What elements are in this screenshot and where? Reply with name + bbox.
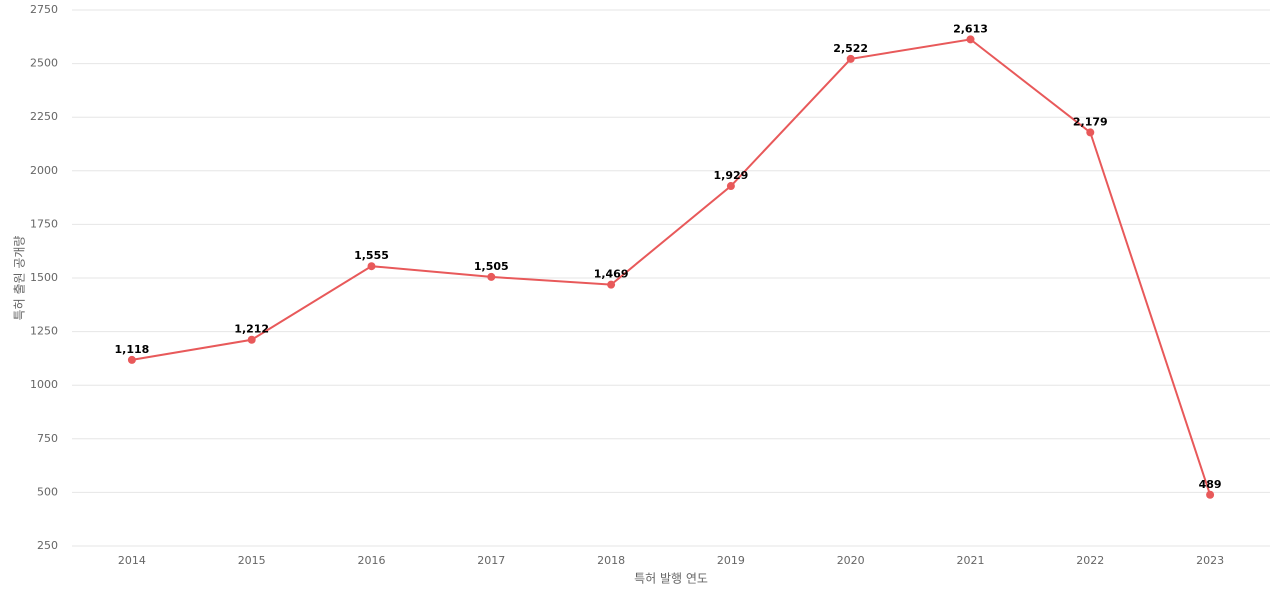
- x-tick-label: 2014: [118, 554, 146, 567]
- data-point: [487, 272, 496, 281]
- data-point: [367, 262, 376, 271]
- x-tick-label: 2017: [477, 554, 505, 567]
- data-point: [127, 355, 136, 364]
- y-tick-label: 1250: [30, 325, 58, 338]
- y-tick-label: 2750: [30, 3, 58, 16]
- x-tick-label: 2018: [597, 554, 625, 567]
- data-label: 2,522: [833, 42, 868, 55]
- x-tick-label: 2019: [717, 554, 745, 567]
- x-tick-label: 2023: [1196, 554, 1224, 567]
- y-axis-label: 특허 출원 공개량: [13, 236, 27, 321]
- data-label: 2,613: [953, 22, 988, 35]
- y-tick-label: 1500: [30, 271, 58, 284]
- y-tick-label: 1750: [30, 217, 58, 230]
- data-point: [1086, 128, 1095, 137]
- y-tick-label: 500: [37, 485, 58, 498]
- y-tick-label: 2000: [30, 164, 58, 177]
- data-line: [131, 38, 1212, 496]
- x-tick-label: 2016: [358, 554, 386, 567]
- data-label: 1,505: [474, 260, 509, 273]
- y-tick-label: 750: [37, 432, 58, 445]
- y-tick-label: 250: [37, 539, 58, 552]
- data-label: 2,179: [1073, 115, 1108, 128]
- data-point: [966, 35, 975, 44]
- data-label: 1,469: [594, 268, 629, 281]
- x-tick-label: 2022: [1076, 554, 1104, 567]
- data-label: 1,212: [234, 323, 269, 336]
- data-point: [726, 182, 735, 191]
- y-tick-label: 2250: [30, 110, 58, 123]
- data-point: [1206, 490, 1215, 499]
- data-label: 1,929: [714, 169, 749, 182]
- x-tick-label: 2015: [238, 554, 266, 567]
- data-label: 489: [1199, 478, 1222, 491]
- x-tick-label: 2021: [957, 554, 985, 567]
- data-point: [607, 280, 616, 289]
- data-point: [247, 335, 256, 344]
- y-tick-label: 1000: [30, 378, 58, 391]
- data-point: [846, 54, 855, 63]
- x-tick-label: 2020: [837, 554, 865, 567]
- data-label: 1,118: [115, 343, 150, 356]
- y-tick-label: 2500: [30, 57, 58, 70]
- x-axis-label: 특허 발행 연도: [634, 571, 708, 586]
- data-label: 1,555: [354, 249, 389, 262]
